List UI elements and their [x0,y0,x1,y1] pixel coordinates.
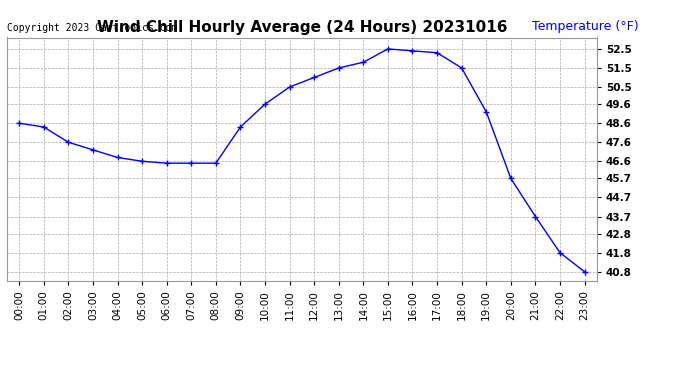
Text: Temperature (°F): Temperature (°F) [531,20,638,33]
Text: Copyright 2023 Cartronics.com: Copyright 2023 Cartronics.com [7,22,177,33]
Title: Wind Chill Hourly Average (24 Hours) 20231016: Wind Chill Hourly Average (24 Hours) 202… [97,20,507,35]
